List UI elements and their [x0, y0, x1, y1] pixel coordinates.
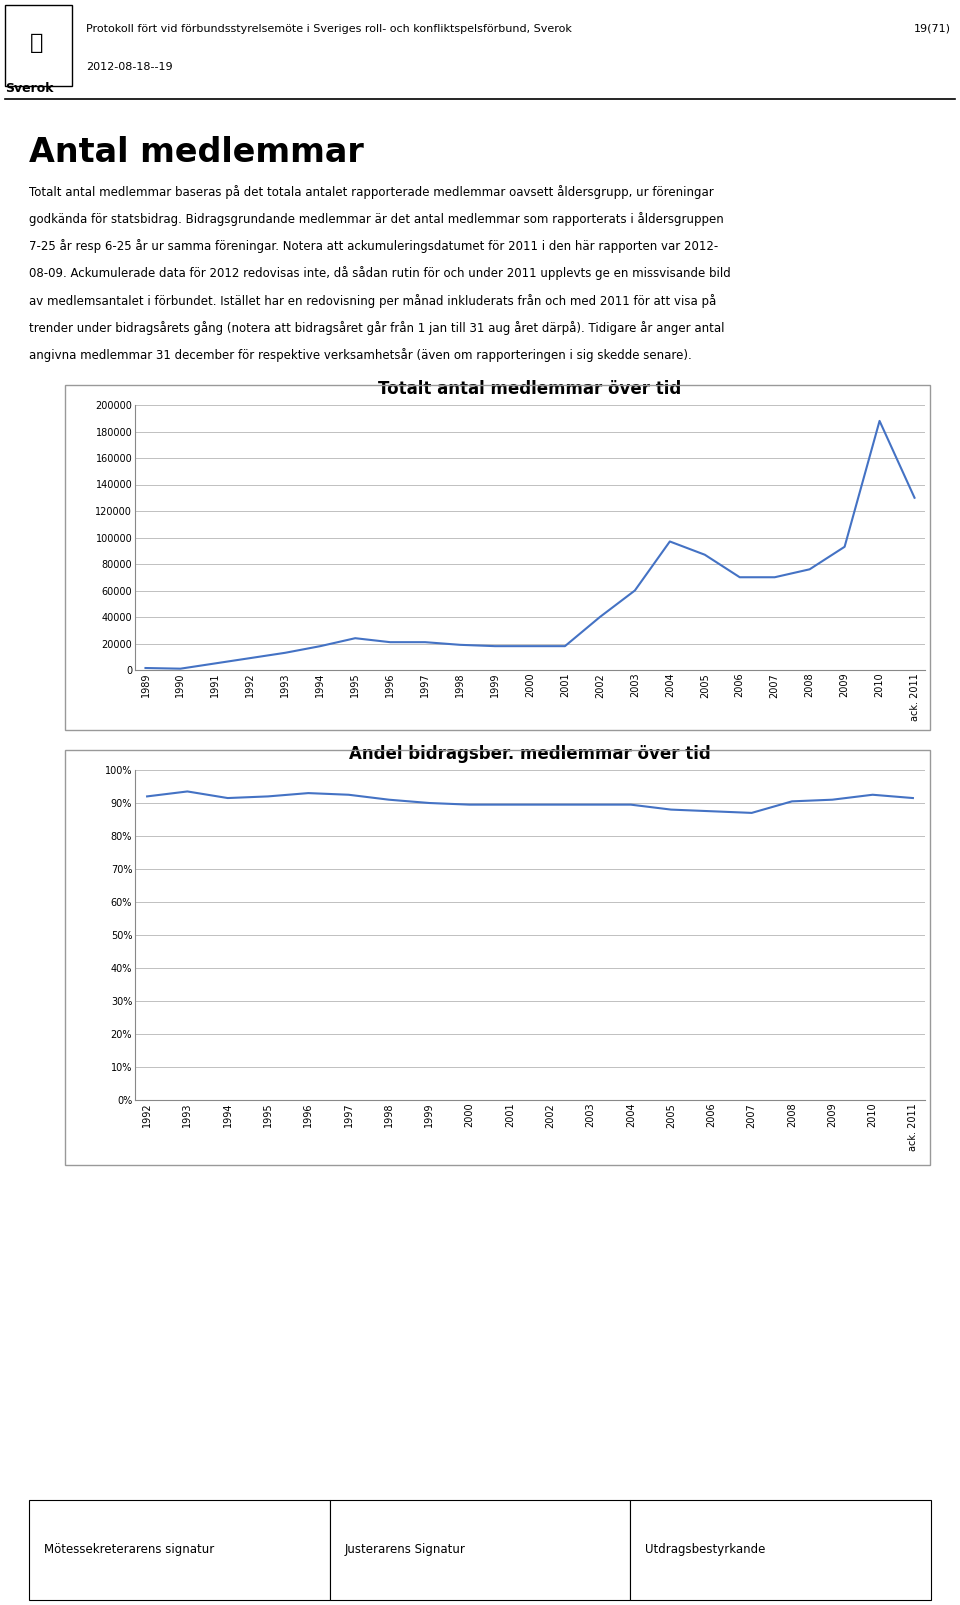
- Text: 7-25 år resp 6-25 år ur samma föreningar. Notera att ackumuleringsdatumet för 20: 7-25 år resp 6-25 år ur samma föreningar…: [29, 239, 718, 254]
- Text: Sverok: Sverok: [5, 82, 54, 95]
- Text: angivna medlemmar 31 december för respektive verksamhetsår (även om rapportering: angivna medlemmar 31 december för respek…: [29, 348, 691, 361]
- FancyBboxPatch shape: [5, 5, 72, 85]
- Text: 19(71): 19(71): [913, 24, 950, 34]
- Text: Totalt antal medlemmar baseras på det totala antalet rapporterade medlemmar oavs: Totalt antal medlemmar baseras på det to…: [29, 185, 713, 199]
- Text: Protokoll fört vid förbundsstyrelsemöte i Sveriges roll- och konfliktspelsförbun: Protokoll fört vid förbundsstyrelsemöte …: [86, 24, 572, 34]
- Text: av medlemsantalet i förbundet. Istället har en redovisning per månad inkluderats: av medlemsantalet i förbundet. Istället …: [29, 294, 716, 308]
- Text: 2012-08-18--19: 2012-08-18--19: [86, 61, 173, 72]
- Text: trender under bidragsårets gång (notera att bidragsåret går från 1 jan till 31 a: trender under bidragsårets gång (notera …: [29, 321, 724, 335]
- Text: 🦊: 🦊: [30, 32, 43, 53]
- Title: Andel bidragsber. medlemmar över tid: Andel bidragsber. medlemmar över tid: [349, 745, 710, 762]
- Text: 08-09. Ackumulerade data för 2012 redovisas inte, då sådan rutin för och under 2: 08-09. Ackumulerade data för 2012 redovi…: [29, 266, 731, 281]
- Text: Antal medlemmar: Antal medlemmar: [29, 136, 364, 169]
- Text: godkända för statsbidrag. Bidragsgrundande medlemmar är det antal medlemmar som : godkända för statsbidrag. Bidragsgrundan…: [29, 212, 724, 226]
- Title: Totalt antal medlemmar över tid: Totalt antal medlemmar över tid: [378, 380, 682, 398]
